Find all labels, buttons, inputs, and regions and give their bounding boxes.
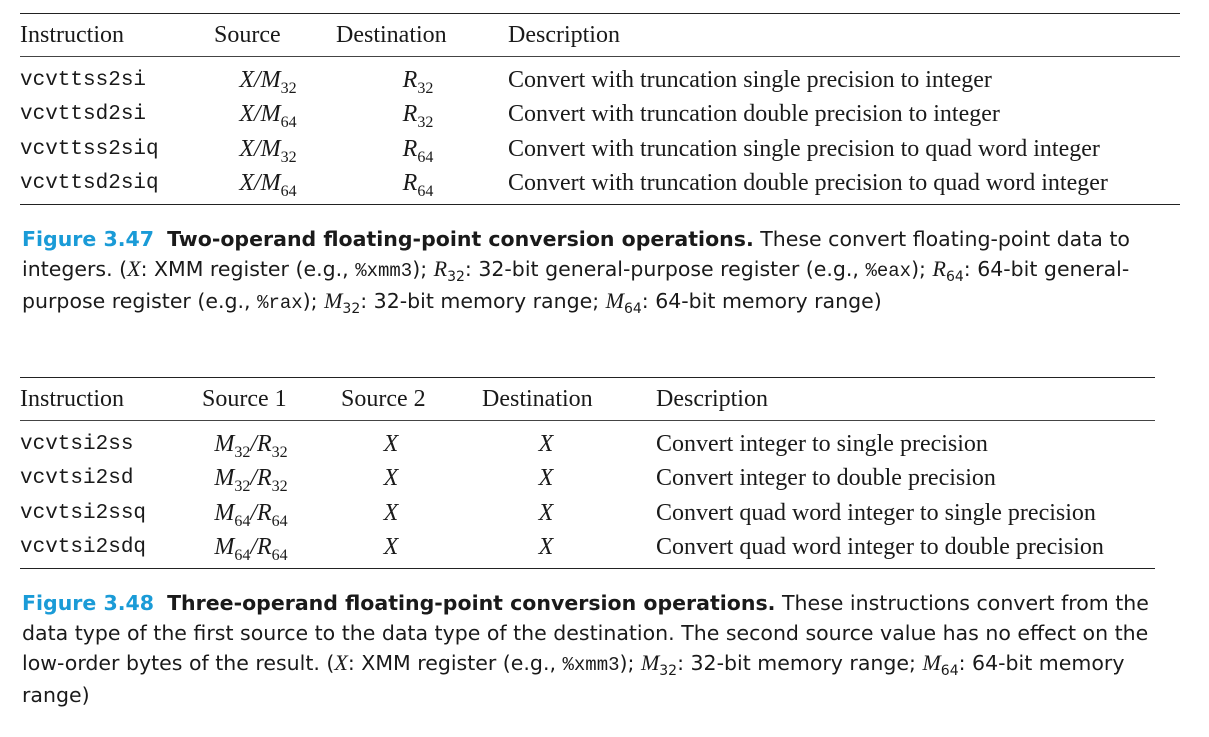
destination-operand: X bbox=[538, 465, 554, 492]
figure-title: Two-operand floating-point conversion op… bbox=[167, 227, 754, 251]
table-row: vcvtsi2ss M32/R32 X X Convert integer to… bbox=[20, 421, 1155, 462]
description-cell: Convert with truncation double precision… bbox=[508, 170, 1108, 197]
figure-number: Figure 3.47 bbox=[22, 227, 155, 251]
column-header-source-2: Source 2 bbox=[326, 377, 456, 421]
description-cell: Convert integer to single precision bbox=[656, 430, 988, 457]
source-operand: X/M64 bbox=[239, 170, 297, 201]
column-header-instruction: Instruction bbox=[20, 13, 208, 57]
description-cell: Convert quad word integer to single prec… bbox=[656, 499, 1096, 526]
description-cell: Convert with truncation single precision… bbox=[508, 135, 1100, 162]
instruction-cell: vcvtsi2ss bbox=[20, 432, 134, 456]
column-header-source: Source bbox=[208, 13, 328, 57]
table-header-row: Instruction Source 1 Source 2 Destinatio… bbox=[20, 377, 1155, 421]
table-row: vcvtsi2ssq M64/R64 X X Convert quad word… bbox=[20, 496, 1155, 531]
source-2-operand: X bbox=[383, 465, 399, 492]
figure-caption-3-48: Figure 3.48 Three-operand floating-point… bbox=[22, 591, 1149, 707]
destination-operand: R64 bbox=[402, 170, 434, 201]
source-1-operand: M64/R64 bbox=[214, 499, 288, 530]
source-2-operand: X bbox=[383, 534, 399, 561]
source-2-operand: X bbox=[383, 430, 399, 457]
instruction-cell: vcvtsi2sd bbox=[20, 467, 134, 491]
instruction-cell: vcvtsi2ssq bbox=[20, 501, 147, 525]
instruction-cell: vcvttss2si bbox=[20, 68, 147, 92]
table-row: vcvtsi2sd M32/R32 X X Convert integer to… bbox=[20, 462, 1155, 497]
description-cell: Convert quad word integer to double prec… bbox=[656, 534, 1104, 561]
figure-number: Figure 3.48 bbox=[22, 591, 155, 615]
description-cell: Convert integer to double precision bbox=[656, 465, 996, 492]
figure-caption-3-47: Figure 3.47 Two-operand floating-point c… bbox=[22, 227, 1130, 317]
column-header-description: Description bbox=[636, 377, 1155, 421]
instruction-cell: vcvttsd2siq bbox=[20, 172, 159, 196]
table-row: vcvttsd2siq X/M64 R64 Convert with trunc… bbox=[20, 167, 1180, 205]
table-header-row: Instruction Source Destination Descripti… bbox=[20, 13, 1180, 57]
table-row: vcvttss2si X/M32 R32 Convert with trunca… bbox=[20, 57, 1180, 98]
figure-title: Three-operand floating-point conversion … bbox=[167, 591, 776, 615]
destination-operand: X bbox=[538, 499, 554, 526]
source-operand: X/M32 bbox=[239, 135, 297, 166]
source-1-operand: M32/R32 bbox=[214, 430, 288, 461]
conversion-table-two-operand: Instruction Source Destination Descripti… bbox=[20, 13, 1180, 205]
column-header-destination: Destination bbox=[328, 13, 508, 57]
table-row: vcvttsd2si X/M64 R32 Convert with trunca… bbox=[20, 98, 1180, 133]
table-row: vcvtsi2sdq M64/R64 X X Convert quad word… bbox=[20, 531, 1155, 569]
description-cell: Convert with truncation double precision… bbox=[508, 101, 1000, 128]
source-operand: X/M64 bbox=[239, 101, 297, 132]
column-header-description: Description bbox=[508, 13, 1180, 57]
column-header-instruction: Instruction bbox=[20, 377, 196, 421]
source-1-operand: M64/R64 bbox=[214, 534, 288, 565]
destination-operand: X bbox=[538, 430, 554, 457]
destination-operand: R32 bbox=[402, 101, 434, 132]
description-cell: Convert with truncation single precision… bbox=[508, 66, 992, 93]
destination-operand: R32 bbox=[402, 66, 434, 97]
table-row: vcvttss2siq X/M32 R64 Convert with trunc… bbox=[20, 132, 1180, 167]
conversion-table-three-operand: Instruction Source 1 Source 2 Destinatio… bbox=[20, 377, 1155, 569]
destination-operand: X bbox=[538, 534, 554, 561]
instruction-cell: vcvttsd2si bbox=[20, 103, 147, 127]
source-operand: X/M32 bbox=[239, 66, 297, 97]
instruction-cell: vcvttss2siq bbox=[20, 137, 159, 161]
column-header-source-1: Source 1 bbox=[196, 377, 326, 421]
source-1-operand: M32/R32 bbox=[214, 465, 288, 496]
instruction-cell: vcvtsi2sdq bbox=[20, 536, 147, 560]
destination-operand: R64 bbox=[402, 135, 434, 166]
column-header-destination: Destination bbox=[456, 377, 636, 421]
source-2-operand: X bbox=[383, 499, 399, 526]
